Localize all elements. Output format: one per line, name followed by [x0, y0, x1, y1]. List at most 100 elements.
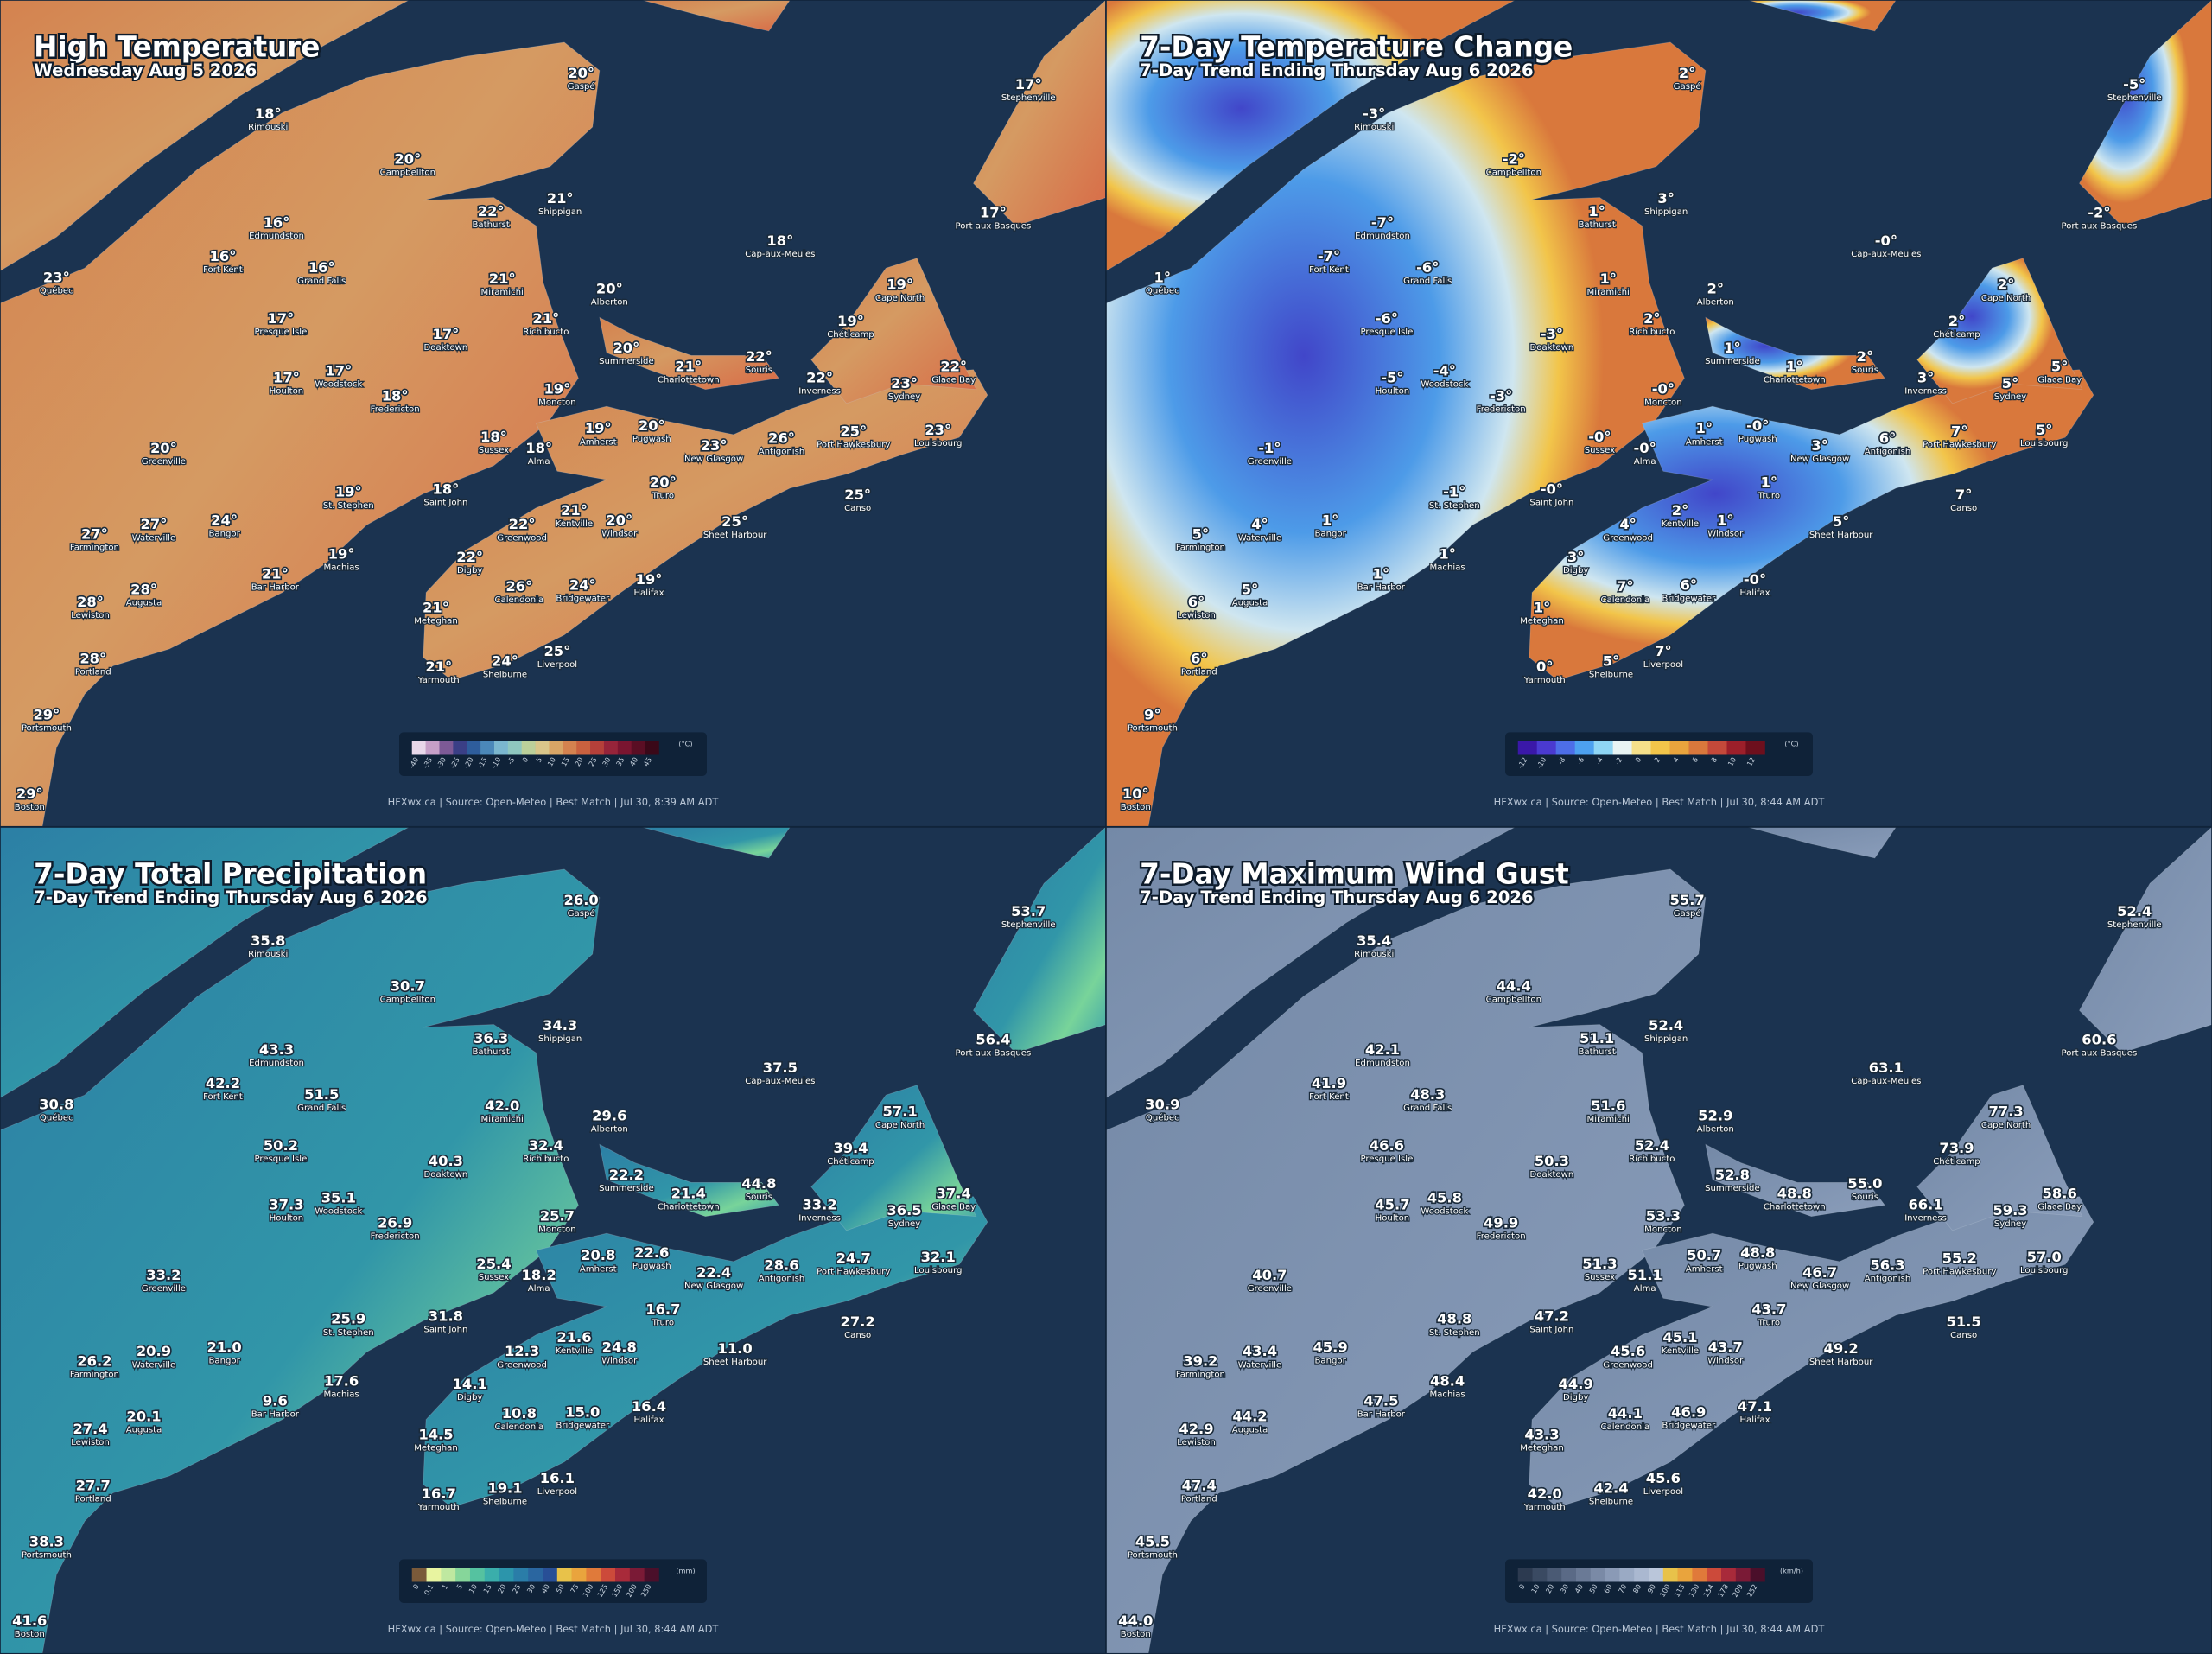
legend-swatch — [507, 741, 523, 755]
station-value: 37.3 — [269, 1196, 303, 1212]
station-value: 53.7 — [1011, 903, 1046, 919]
station-name: Pugwash — [1738, 1262, 1777, 1271]
legend-tick: 0 — [1633, 755, 1643, 764]
station-name: Sheet Harbour — [703, 531, 767, 540]
legend-tick: 80 — [1630, 1582, 1643, 1594]
station-name: Québec — [40, 1113, 73, 1123]
station-value: 17° — [273, 369, 300, 385]
station-value: 20.1 — [126, 1408, 161, 1424]
station-name: Alma — [528, 457, 550, 467]
station-value: 16° — [264, 214, 290, 231]
station-name: Sussex — [479, 446, 509, 455]
station-name: Truro — [1758, 491, 1780, 500]
station-name: Rimouski — [1354, 123, 1394, 132]
station-name: Alberton — [1697, 1125, 1734, 1135]
station-value: 17° — [980, 204, 1007, 220]
station-value: 43.7 — [1751, 1301, 1786, 1317]
station-name: Liverpool — [537, 1487, 577, 1497]
station-name: Greenville — [142, 457, 186, 467]
station-value: 17° — [432, 326, 459, 342]
station-value: 5° — [1833, 513, 1850, 530]
station-value: 6° — [1188, 594, 1205, 610]
station-name: Grand Falls — [297, 277, 346, 286]
station-value: 50.2 — [264, 1137, 298, 1154]
station-name: Yarmouth — [1523, 1503, 1566, 1512]
station-name: Port Hawkesbury — [1923, 441, 1996, 450]
station-name: Alberton — [1697, 298, 1734, 308]
station-value: 52.8 — [1715, 1167, 1750, 1183]
station-name: Houlton — [270, 1214, 304, 1224]
station-name: Fort Kent — [203, 1092, 243, 1102]
station-value: 22° — [509, 516, 536, 532]
station-value: 21.6 — [556, 1329, 591, 1345]
station-name: Presque Isle — [1360, 1155, 1413, 1164]
station-name: Antigonish — [1865, 1275, 1911, 1284]
station-value: 16.4 — [632, 1398, 666, 1415]
station-value: 19° — [887, 277, 913, 293]
station-name: Lewiston — [71, 1438, 110, 1447]
station-value: 47.5 — [1363, 1392, 1398, 1409]
station-name: Chéticamp — [827, 1156, 874, 1167]
station-name: Bridgewater — [1662, 1422, 1716, 1431]
station-value: 43.4 — [1243, 1343, 1277, 1359]
map-footer: HFXwx.ca | Source: Open-Meteo | Best Mat… — [388, 1623, 719, 1635]
station-name: Pugwash — [632, 435, 671, 444]
station-name: Portland — [75, 667, 111, 677]
station-value: 23° — [701, 437, 728, 454]
station-name: Summerside — [1705, 357, 1760, 366]
station-name: Lewiston — [1177, 1438, 1216, 1447]
station-value: 3° — [1567, 549, 1585, 565]
station-name: Halifax — [633, 1415, 664, 1425]
station-name: Kentville — [556, 519, 593, 529]
station-value: 25.4 — [476, 1256, 511, 1272]
station-name: Saint John — [423, 1325, 467, 1334]
station-name: Alma — [1634, 1284, 1656, 1294]
station-value: -7° — [1318, 248, 1340, 264]
station-value: 25.7 — [540, 1208, 575, 1225]
station-value: 45.6 — [1611, 1343, 1645, 1359]
station-name: Québec — [1146, 286, 1179, 296]
legend-tick: 90 — [1645, 1582, 1657, 1594]
station-value: 28.6 — [764, 1257, 798, 1274]
station-value: 5° — [2002, 375, 2019, 391]
legend-tick: 1 — [440, 1582, 449, 1591]
station-value: 22.4 — [696, 1264, 731, 1281]
station-name: Alma — [528, 1284, 550, 1294]
station-name: Fredericton — [371, 405, 420, 415]
legend-swatch — [590, 741, 605, 755]
legend-swatch — [1634, 1568, 1649, 1582]
station-name: Boston — [1121, 1630, 1151, 1639]
station-name: Amherst — [580, 1264, 617, 1274]
station-value: 1° — [1534, 600, 1551, 616]
station-value: 20° — [394, 150, 421, 167]
station-value: 0° — [1536, 658, 1554, 675]
station-value: 6° — [1191, 650, 1208, 666]
station-value: 19° — [837, 313, 864, 329]
station-name: Canso — [844, 1331, 871, 1340]
station-value: 41.6 — [12, 1613, 47, 1629]
station-name: Glace Bay — [931, 1202, 976, 1212]
station-value: 5° — [2051, 358, 2069, 374]
legend-tick: 10 — [545, 755, 557, 767]
station-name: Digby — [457, 1393, 482, 1403]
station-value: 20° — [613, 340, 639, 356]
station-name: Windsor — [601, 1356, 638, 1365]
land — [810, 1085, 977, 1231]
station-value: -1° — [1443, 484, 1465, 500]
station-name: Woodstock — [315, 1206, 362, 1216]
station-name: Fort Kent — [203, 265, 243, 275]
station-value: 20° — [606, 512, 632, 528]
station-name: Bar Harbor — [1357, 1409, 1406, 1419]
station-value: -0° — [1634, 440, 1656, 456]
station-value: -4° — [1433, 362, 1456, 379]
station-value: 48.3 — [1410, 1086, 1445, 1103]
legend-tick: -6 — [1575, 755, 1586, 766]
station-name: Richibucto — [1629, 1155, 1675, 1164]
land — [1916, 1085, 2083, 1231]
station-value: 5° — [1192, 526, 1210, 543]
station-value: 33.2 — [802, 1196, 836, 1212]
station-value: 9.6 — [263, 1392, 288, 1409]
station-value: 25° — [721, 513, 748, 530]
station-name: Truro — [652, 491, 674, 500]
